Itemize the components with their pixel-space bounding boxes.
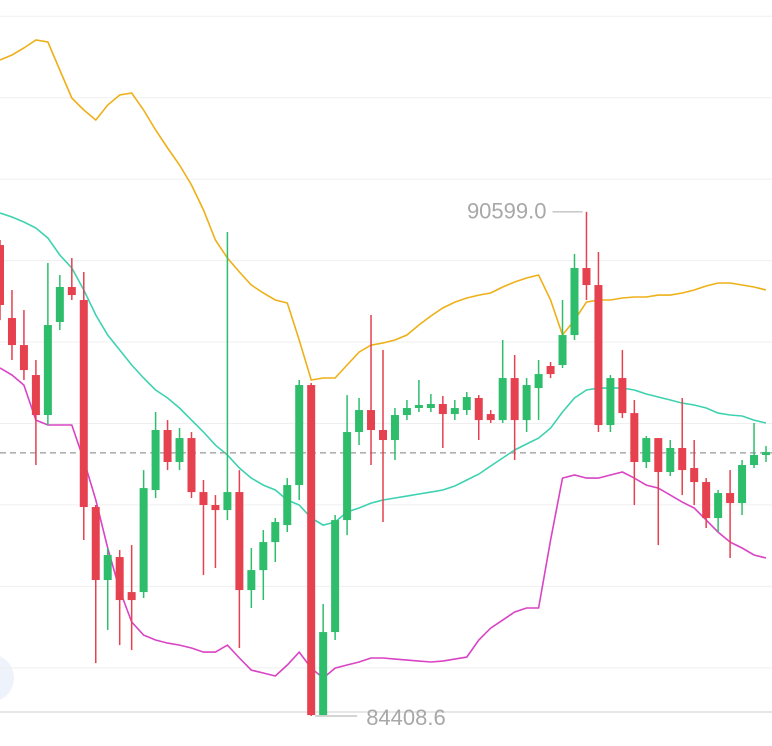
candle-body	[379, 430, 387, 441]
candle-body	[438, 404, 447, 415]
candle-body	[546, 365, 555, 375]
candle-body	[402, 408, 411, 416]
candle-body	[594, 285, 603, 426]
candle-body	[510, 378, 519, 421]
candle-body	[295, 385, 304, 486]
candle-body	[570, 268, 579, 336]
candle-body	[331, 520, 340, 633]
candle-body	[522, 385, 531, 421]
candle-body	[223, 492, 232, 511]
candle-body	[115, 557, 124, 601]
candle-body	[666, 448, 675, 473]
candle-body	[0, 245, 4, 305]
candle-body	[558, 335, 567, 366]
candle-body	[211, 505, 220, 511]
candle-body	[67, 286, 76, 296]
candle-body	[726, 493, 735, 504]
candle-body	[414, 405, 423, 409]
candle-body	[19, 345, 28, 371]
candle-body	[534, 374, 543, 389]
candle-body	[91, 507, 100, 581]
annotation-label: 84408.6	[366, 705, 446, 730]
candle-body	[271, 522, 280, 543]
candle-body	[247, 570, 256, 591]
candle-body	[450, 408, 459, 415]
candle-body	[43, 325, 52, 416]
candle-body	[319, 632, 328, 716]
candle-body	[127, 592, 136, 601]
candle-body	[618, 378, 627, 414]
band-line	[0, 39, 767, 381]
candle-body	[307, 385, 316, 716]
candle-body	[498, 378, 507, 421]
candle-body	[163, 430, 172, 463]
candle-body	[750, 455, 759, 466]
candle-body	[283, 485, 292, 526]
candle-body	[355, 410, 364, 433]
candle-body	[390, 415, 399, 441]
candle-body	[259, 542, 268, 571]
candle-body	[654, 438, 663, 473]
candle-body	[235, 492, 244, 591]
candle-body	[139, 488, 148, 593]
candle-body	[462, 397, 471, 411]
candle-body	[762, 452, 770, 456]
candle-body	[55, 286, 64, 323]
candle-body	[151, 430, 160, 491]
candle-body	[678, 448, 687, 471]
candle-body	[738, 465, 747, 504]
candle-body	[79, 300, 88, 508]
side-handle	[0, 656, 14, 700]
candle-body	[7, 318, 16, 346]
candle-body	[486, 414, 495, 421]
candle-body	[474, 398, 483, 421]
candle-body	[187, 438, 196, 493]
band-line	[0, 367, 767, 680]
candle-body	[642, 438, 651, 463]
candle-body	[426, 404, 435, 409]
candle-body	[714, 493, 723, 519]
candle-body	[343, 432, 352, 521]
candle-body	[690, 468, 699, 483]
annotation-label: 90599.0	[467, 199, 547, 224]
candle-body	[582, 268, 591, 286]
candle-body	[630, 413, 639, 463]
candle-body	[367, 410, 376, 431]
candle-body	[606, 378, 615, 426]
candle-body	[175, 438, 184, 463]
candle-body	[702, 482, 711, 519]
candle-body	[199, 492, 208, 506]
candle-body	[31, 375, 40, 416]
candle-body	[103, 555, 112, 581]
